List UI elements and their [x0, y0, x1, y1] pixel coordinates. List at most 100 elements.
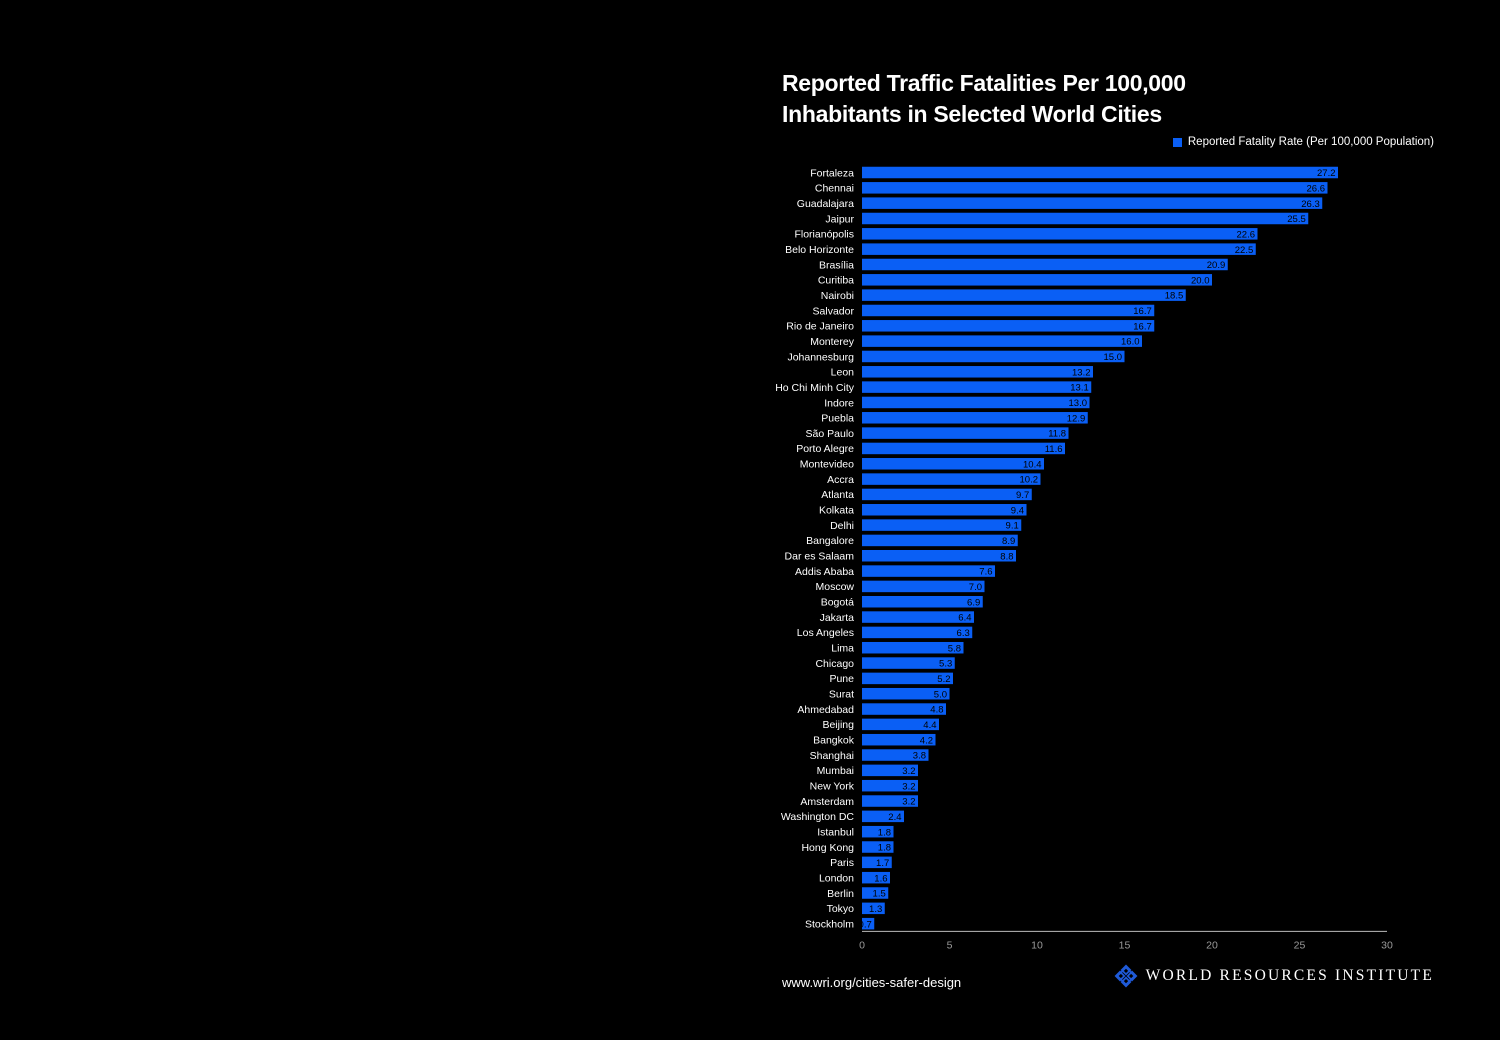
bar: [862, 902, 885, 915]
data-label: 3.2: [902, 766, 915, 777]
category-label: London: [819, 872, 854, 884]
data-label: 7.0: [969, 582, 982, 593]
category-label: Tokyo: [827, 903, 855, 915]
bar: [862, 917, 875, 930]
data-label: 13.1: [1070, 383, 1089, 394]
bar: [862, 764, 918, 777]
bar: [862, 810, 904, 823]
data-label: 22.5: [1235, 245, 1254, 256]
category-label: Delhi: [830, 520, 854, 532]
data-label: 5.3: [939, 659, 952, 670]
bar: [862, 626, 973, 639]
category-label: Fortaleza: [810, 167, 854, 179]
category-label: Belo Horizonte: [785, 244, 854, 256]
data-label: 20.9: [1207, 260, 1226, 271]
category-label: Atlanta: [821, 489, 854, 501]
category-label: Bangkok: [813, 735, 855, 747]
bar: [862, 473, 1041, 485]
category-label: Moscow: [815, 581, 854, 593]
category-label: Brasília: [819, 259, 854, 271]
data-label: 1.7: [876, 858, 889, 869]
data-label: 26.3: [1301, 199, 1320, 210]
bar: [862, 320, 1155, 332]
category-label: Istanbul: [817, 826, 854, 838]
category-label: Salvador: [813, 305, 855, 317]
footer-url-link[interactable]: www.wri.org/cities-safer-design: [782, 975, 962, 990]
category-label: Berlin: [827, 888, 854, 900]
bar: [862, 350, 1125, 363]
data-label: 6.3: [957, 628, 970, 639]
bar: [862, 733, 936, 746]
category-label: Jaipur: [825, 213, 854, 225]
category-label: Guadalajara: [797, 198, 854, 210]
data-label: 18.5: [1165, 291, 1184, 302]
category-label: Ahmedabad: [797, 704, 854, 716]
bar: [862, 243, 1256, 255]
bar: [862, 304, 1155, 317]
bar: [862, 412, 1088, 424]
data-label: 3.2: [902, 781, 915, 792]
bar: [862, 657, 955, 669]
data-label: 9.4: [1011, 505, 1024, 516]
data-label: 9.1: [1006, 521, 1019, 532]
bar: [862, 550, 1016, 562]
bar: [862, 841, 894, 853]
data-label: 12.9: [1067, 413, 1086, 424]
bar: [862, 887, 889, 899]
bar: [862, 182, 1328, 194]
bar: [862, 396, 1090, 409]
category-label: Kolkata: [819, 505, 854, 517]
data-label: 6.4: [958, 613, 971, 624]
category-label: Curitiba: [818, 275, 854, 287]
data-label: 1.5: [873, 889, 886, 900]
bar: [862, 687, 950, 700]
bar: [862, 504, 1027, 516]
category-label: Bogotá: [821, 597, 854, 609]
data-label: 11.6: [1045, 444, 1063, 455]
bar: [862, 534, 1018, 547]
bar: [862, 641, 964, 654]
bar: [862, 565, 995, 577]
bar: [862, 381, 1092, 393]
category-label: Amsterdam: [800, 796, 854, 808]
bar: [862, 825, 894, 838]
data-label: 25.5: [1287, 214, 1306, 225]
data-label: 5.2: [937, 674, 950, 685]
wri-brand: WORLD RESOURCES INSTITUTE: [1114, 964, 1434, 988]
category-label: Lima: [831, 643, 854, 655]
x-tick-label: 25: [1294, 939, 1306, 951]
category-label: Johannesburg: [787, 351, 854, 363]
bar: [862, 212, 1309, 225]
data-label: 1.8: [878, 827, 891, 838]
x-tick-label: 15: [1119, 939, 1131, 951]
data-label: 5.8: [948, 643, 961, 654]
data-label: 27.2: [1317, 168, 1336, 179]
bar: [862, 335, 1142, 347]
data-label: 22.6: [1237, 229, 1256, 240]
x-tick-label: 0: [859, 939, 865, 951]
category-label: Accra: [827, 474, 854, 486]
category-label: Monterey: [810, 336, 855, 348]
bar: [862, 749, 929, 761]
wri-knot-logo-icon: [1114, 964, 1138, 988]
category-label: Surat: [829, 689, 854, 701]
category-label: Pune: [829, 673, 854, 685]
data-label: 6.9: [967, 597, 980, 608]
brand-name: WORLD RESOURCES INSTITUTE: [1145, 967, 1434, 984]
bar: [862, 856, 892, 869]
data-label: 7.6: [979, 567, 992, 578]
data-label: 4.2: [920, 735, 933, 746]
bar: [862, 488, 1032, 501]
category-label: Indore: [824, 397, 854, 409]
data-label: 1.6: [874, 873, 887, 884]
chart-legend: Reported Fatality Rate (Per 100,000 Popu…: [1172, 136, 1434, 148]
data-label: 16.7: [1133, 306, 1152, 317]
data-label: 16.7: [1133, 321, 1152, 332]
category-label: Montevideo: [800, 459, 854, 471]
bar: [862, 274, 1212, 286]
bar: [862, 718, 939, 731]
category-label: Hong Kong: [801, 842, 854, 854]
category-label: Washington DC: [781, 811, 855, 823]
bar: [862, 228, 1258, 240]
